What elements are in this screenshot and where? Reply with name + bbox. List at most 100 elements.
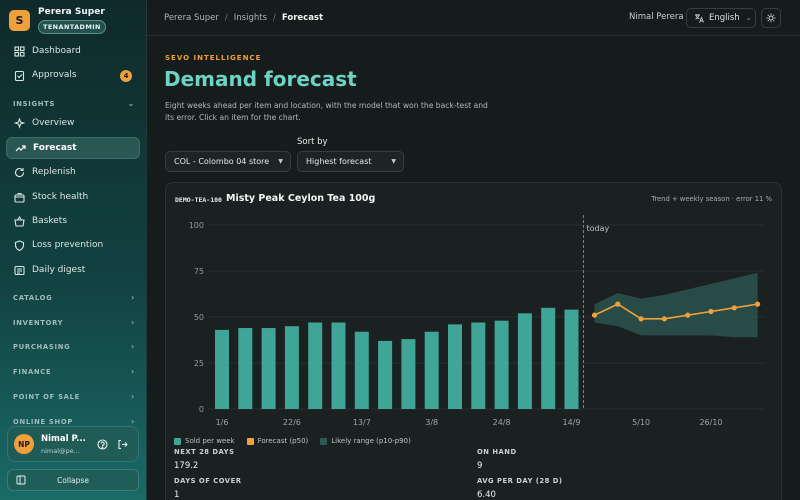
sidebar-item-label: Forecast: [33, 143, 77, 153]
forecast-line: [594, 303, 758, 320]
section-label: INSIGHTS: [13, 99, 56, 108]
chevron-down-icon: ▼: [278, 158, 283, 165]
legend-swatch: [174, 437, 181, 445]
legend-label: Sold per week: [185, 437, 235, 445]
section-finance[interactable]: FINANCE ›: [13, 367, 135, 376]
page-title: Demand forecast: [164, 67, 357, 91]
chart-legend: Sold per week Forecast (p50) Likely rang…: [174, 437, 423, 445]
x-tick-label: 13/7: [353, 418, 371, 427]
theme-toggle-button[interactable]: [761, 8, 781, 28]
sidebar-item-baskets[interactable]: Baskets: [6, 210, 140, 232]
legend-label: Forecast (p50): [257, 437, 309, 445]
stat-label: DAYS OF COVER: [174, 477, 242, 485]
forecast-point: [591, 312, 598, 318]
forecast-point: [615, 301, 621, 307]
bar-sold-per-week: [331, 322, 346, 409]
x-tick-label: 14/9: [563, 418, 581, 427]
sidebar-item-stock-health[interactable]: Stock health: [6, 186, 140, 208]
model-summary: Trend + weekly season · error 11 %: [651, 195, 772, 203]
y-tick-label: 25: [194, 359, 204, 368]
forecast-point: [638, 316, 644, 322]
sidebar-item-forecast[interactable]: Forecast: [6, 137, 140, 159]
logout-icon[interactable]: [115, 437, 129, 451]
x-tick-label: 24/8: [493, 418, 511, 427]
sidebar-item-loss-prevention[interactable]: Loss prevention: [6, 234, 140, 256]
section-insights[interactable]: INSIGHTS ⌄: [13, 99, 135, 108]
sort-select[interactable]: Highest forecast ▼: [297, 151, 404, 172]
stat-label: NEXT 28 DAYS: [174, 448, 235, 456]
forecast-point: [755, 301, 761, 307]
sun-icon: [766, 13, 776, 23]
stat-days-of-cover: DAYS OF COVER 1: [174, 477, 241, 500]
bar-sold-per-week: [378, 340, 393, 409]
help-icon[interactable]: [95, 437, 109, 451]
breadcrumb-tenant[interactable]: Perera Super: [164, 12, 219, 23]
bar-sold-per-week: [284, 326, 299, 409]
legend-swatch: [320, 437, 328, 445]
chevron-right-icon: ›: [131, 318, 135, 327]
section-online-shop[interactable]: ONLINE SHOP ›: [13, 417, 135, 426]
bar-sold-per-week: [261, 328, 276, 409]
breadcrumb-separator: /: [273, 12, 276, 23]
sidebar-item-approvals[interactable]: Approvals 4: [6, 64, 140, 86]
language-select[interactable]: English ⌄: [686, 8, 756, 28]
y-tick-label: 100: [189, 221, 204, 230]
sidebar-item-replenish[interactable]: Replenish: [6, 161, 140, 183]
sort-value: Highest forecast: [306, 157, 372, 166]
sidebar-collapse-icon: [16, 475, 26, 485]
breadcrumb: Perera Super / Insights / Forecast: [164, 13, 323, 23]
bar-sold-per-week: [238, 328, 253, 409]
section-catalog[interactable]: CATALOG ›: [13, 293, 135, 302]
sidebar-item-label: Approvals: [32, 70, 77, 80]
sidebar: S Perera Super TENANTADMIN Dashboard App…: [0, 0, 147, 500]
brand[interactable]: S Perera Super TENANTADMIN: [9, 7, 106, 34]
bar-sold-per-week: [215, 329, 229, 409]
section-purchasing[interactable]: PURCHASING ›: [13, 342, 135, 351]
bar-sold-per-week: [494, 320, 509, 409]
y-tick-label: 50: [194, 313, 204, 322]
x-tick-label: 5/10: [632, 418, 650, 427]
stat-next-28-days: NEXT 28 DAYS 179.2: [174, 448, 234, 471]
breadcrumb-insights[interactable]: Insights: [233, 12, 268, 23]
chevron-right-icon: ›: [131, 367, 135, 376]
collapse-sidebar-button[interactable]: Collapse: [7, 469, 139, 491]
top-bar: Perera Super / Insights / Forecast Nimal…: [147, 0, 800, 36]
stat-on-hand: ON HAND 9: [477, 448, 517, 471]
forecast-point: [708, 308, 714, 315]
breadcrumb-current: Forecast: [281, 12, 324, 23]
forecast-point: [685, 312, 691, 318]
section-label: INVENTORY: [13, 318, 64, 327]
legend-item-range: Likely range (p10-p90): [320, 437, 411, 445]
user-email: nimal@pe...: [41, 446, 80, 455]
stat-label: ON HAND: [477, 448, 517, 456]
chevron-down-icon: ⌄: [127, 99, 135, 108]
stat-label: AVG PER DAY (28 D): [477, 477, 563, 485]
sidebar-item-daily-digest[interactable]: Daily digest: [6, 259, 140, 281]
sidebar-item-dashboard[interactable]: Dashboard: [6, 40, 140, 62]
shield-icon: [14, 239, 25, 251]
x-tick-label: 3/8: [425, 418, 438, 427]
bar-sold-per-week: [401, 339, 416, 409]
section-inventory[interactable]: INVENTORY ›: [13, 318, 135, 327]
bar-sold-per-week: [424, 331, 439, 409]
legend-item-forecast: Forecast (p50): [246, 437, 309, 445]
user-name: Nimal P...: [41, 433, 86, 444]
sidebar-item-label: Replenish: [32, 167, 76, 177]
x-tick-label: 1/6: [216, 418, 229, 427]
x-tick-label: 22/6: [283, 418, 301, 427]
forecast-chart: 0 25 50 75 100 today 1/6 22/6 13/7 3/8 24/8 14/9 5/1…: [189, 215, 764, 427]
sparkle-icon: [14, 117, 25, 129]
forecast-card: DEMO-TEA-100 Misty Peak Ceylon Tea 100g …: [165, 182, 782, 500]
item-sku: DEMO-TEA-100: [175, 196, 222, 204]
section-point-of-sale[interactable]: POINT OF SALE ›: [13, 392, 135, 401]
stat-value: 9: [477, 461, 483, 471]
legend-item-sold: Sold per week: [174, 437, 235, 445]
bar-sold-per-week: [448, 324, 462, 409]
box-icon: [14, 192, 25, 203]
likely-range-band: [594, 272, 758, 338]
sidebar-item-overview[interactable]: Overview: [6, 112, 140, 134]
sidebar-item-label: Stock health: [32, 192, 89, 202]
section-label: FINANCE: [13, 367, 52, 376]
section-label: POINT OF SALE: [13, 392, 80, 401]
location-select[interactable]: COL - Colombo 04 store ▼: [165, 151, 291, 172]
